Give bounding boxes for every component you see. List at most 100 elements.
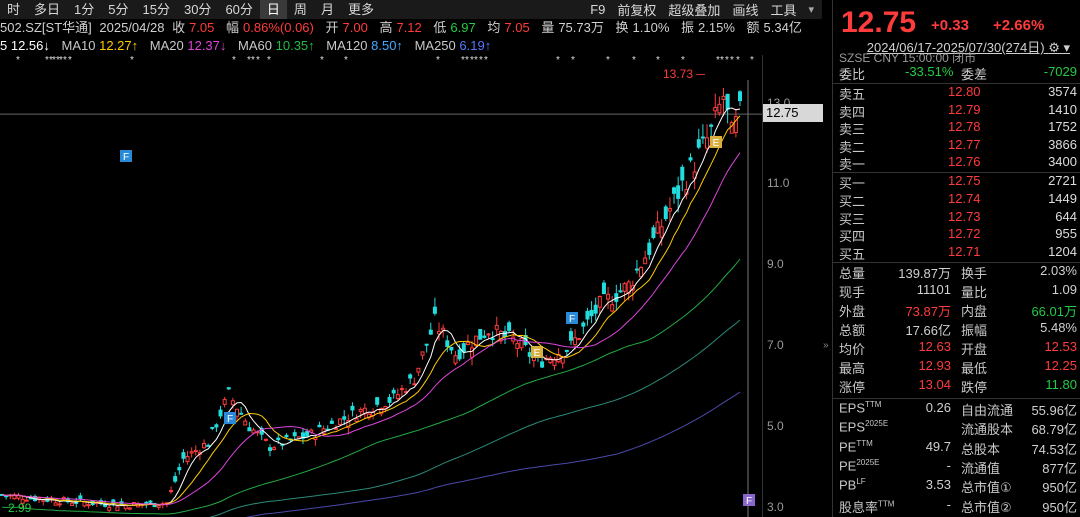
- stat-label: 振幅: [961, 323, 988, 338]
- candle-body: [482, 335, 487, 338]
- fin-row: PBLF 3.53 总市值① 950亿: [833, 477, 1080, 496]
- candle-body: [185, 456, 190, 462]
- tab-60min[interactable]: 60分: [225, 2, 253, 17]
- tab-weekly[interactable]: 周: [293, 2, 307, 17]
- toolbar-right: F9 前复权 超级叠加 画线 工具 ▾: [590, 0, 814, 19]
- bid-row[interactable]: 买四 12.72 955: [833, 226, 1080, 245]
- collapse-icon[interactable]: »: [823, 340, 829, 351]
- signal-star-icon: *: [484, 55, 488, 66]
- event-marker-icon[interactable]: [743, 494, 755, 506]
- ask-row[interactable]: 卖四 12.79 1410: [833, 102, 1080, 121]
- tab-5min[interactable]: 5分: [108, 2, 129, 17]
- candle-body: [78, 495, 83, 500]
- signal-star-icon: *: [247, 55, 251, 66]
- bid-label: 买一: [839, 176, 866, 191]
- candle-body: [725, 93, 730, 110]
- candle-body: [412, 383, 417, 386]
- divider: [833, 262, 1080, 263]
- signal-star-icon: *: [63, 55, 67, 66]
- candle-body: [399, 388, 404, 391]
- fin-row: EPSTTM 0.26 自由流通 55.96亿: [833, 400, 1080, 419]
- candle-body: [210, 426, 215, 429]
- tab-daily[interactable]: 日: [259, 0, 287, 19]
- open-label: 开: [325, 20, 339, 35]
- f9-button[interactable]: F9: [590, 2, 606, 17]
- candle-body: [465, 342, 470, 346]
- bid-row[interactable]: 买三 12.73 644: [833, 209, 1080, 228]
- stat-value: 13.04: [918, 377, 951, 392]
- candle-body: [667, 208, 672, 212]
- event-marker-icon[interactable]: [531, 346, 543, 358]
- signal-star-icon: *: [556, 55, 560, 66]
- stat-label: 总量: [839, 266, 866, 281]
- candle-body: [738, 91, 742, 102]
- candle-body: [564, 349, 569, 352]
- ask-row[interactable]: 卖一 12.76 3400: [833, 154, 1080, 173]
- candle-body: [173, 476, 178, 482]
- ma-legend: 5 12.56↓ MA10 12.27↑ MA20 12.37↓ MA60 10…: [0, 37, 822, 55]
- date-range[interactable]: 2024/06/17-2025/07/30(274日) ⚙ ▾: [867, 37, 1070, 56]
- tab-1min[interactable]: 1分: [74, 2, 95, 17]
- tab-intraday[interactable]: 时: [7, 2, 21, 17]
- ma10-line: [1, 115, 741, 506]
- bid-price: 12.73: [948, 208, 981, 224]
- ma20-label: MA20: [149, 38, 184, 53]
- event-marker-icon[interactable]: [710, 136, 722, 148]
- candle-body: [193, 450, 198, 453]
- tab-monthly[interactable]: 月: [320, 2, 334, 17]
- candle-body: [202, 443, 207, 449]
- low-label: 低: [433, 20, 447, 35]
- candle-body: [41, 499, 46, 502]
- candle-body: [519, 337, 524, 349]
- chevron-down-icon[interactable]: ▾: [808, 4, 814, 16]
- stat-value: 11101: [916, 282, 951, 297]
- candle-body: [338, 418, 343, 425]
- bid-row[interactable]: 买二 12.74 1449: [833, 191, 1080, 210]
- candle-body: [424, 343, 429, 346]
- tools-button[interactable]: 工具: [770, 3, 797, 18]
- tab-more[interactable]: 更多: [347, 2, 374, 17]
- stat-value: 66.01万: [1031, 304, 1077, 319]
- y-tick: 3.0: [767, 500, 784, 514]
- ask-row[interactable]: 卖三 12.78 1752: [833, 119, 1080, 138]
- event-marker-label: F: [227, 414, 233, 425]
- candle-body: [457, 349, 462, 360]
- overlay-button[interactable]: 超级叠加: [668, 3, 721, 18]
- stat-row: 最高 12.93 最低 12.25: [833, 358, 1080, 377]
- event-marker-icon[interactable]: [566, 312, 578, 324]
- candle-body: [705, 137, 710, 149]
- stat-value: 12.63: [918, 339, 951, 354]
- tab-multiday[interactable]: 多日: [34, 2, 61, 17]
- candle-body: [239, 412, 244, 415]
- bid-price: 12.71: [948, 244, 981, 260]
- candle-body: [494, 324, 499, 330]
- candle-body: [127, 507, 132, 510]
- tab-15min[interactable]: 15分: [142, 2, 170, 17]
- kline-chart[interactable]: 13.73 ─ 2.99 F F F E E F: [0, 60, 762, 517]
- event-marker-icon[interactable]: [224, 412, 236, 424]
- ask-price: 12.80: [948, 84, 981, 99]
- fin-label: 自由流通: [961, 403, 1014, 418]
- adjust-button[interactable]: 前复权: [617, 3, 657, 18]
- ask-row[interactable]: 卖二 12.77 3866: [833, 137, 1080, 156]
- y-tick: 7.0: [767, 338, 784, 352]
- candle-body: [630, 285, 635, 291]
- chevron-down-icon[interactable]: ▾: [1063, 40, 1070, 55]
- draw-button[interactable]: 画线: [732, 3, 759, 18]
- ma10-label: MA10: [61, 38, 96, 53]
- event-marker-label: E: [713, 138, 720, 149]
- ask-row[interactable]: 卖五 12.80 3574: [833, 84, 1080, 103]
- event-marker-icon[interactable]: [120, 150, 132, 162]
- bid-row[interactable]: 买五 12.71 1204: [833, 244, 1080, 263]
- signal-star-icon: *: [606, 55, 610, 66]
- wb-value: -33.51%: [905, 64, 954, 79]
- signal-star-icon: *: [720, 55, 724, 66]
- tab-30min[interactable]: 30分: [183, 2, 212, 17]
- candle-body: [647, 242, 652, 255]
- ma120-label: MA120: [326, 38, 368, 53]
- fin-value: 74.53亿: [1031, 441, 1077, 457]
- last-price: 12.75: [841, 6, 917, 39]
- gear-icon[interactable]: ⚙: [1048, 40, 1060, 55]
- bid-row[interactable]: 买一 12.75 2721: [833, 173, 1080, 192]
- amt-label: 额: [746, 20, 760, 35]
